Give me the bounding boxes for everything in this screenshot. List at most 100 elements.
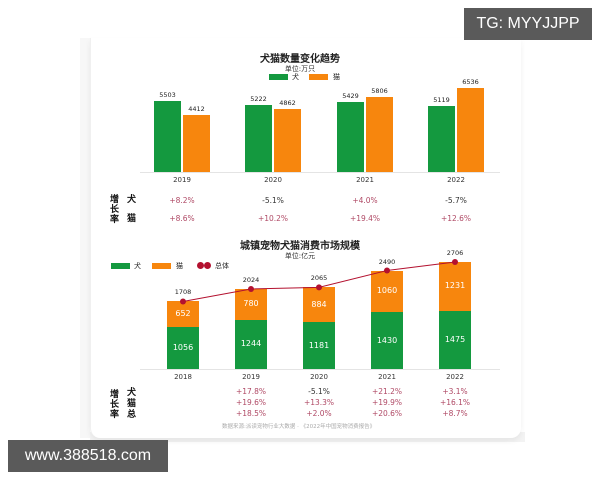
chart2-bar-dog (167, 327, 199, 369)
chart1-bar-dog (154, 101, 181, 172)
chart1-bar-cat (457, 87, 484, 172)
chart1-value-cat: 6536 (462, 77, 479, 86)
chart1-growth-row-cat-label: 猫 (127, 214, 137, 224)
chart1-legend-cat-swatch (309, 74, 328, 80)
chart1-growth-dog: +4.0% (352, 196, 378, 205)
chart2-baseline (140, 369, 500, 370)
chart2-total-point (384, 267, 390, 274)
chart1-growth-dog: -5.1% (262, 196, 284, 205)
chart2-bar-cat (167, 301, 199, 328)
chart1-year-label: 2022 (447, 176, 465, 184)
chart2-growth-total: +2.0% (306, 409, 332, 418)
chart2-value-cat: 1060 (376, 286, 398, 296)
chart2-year-label: 2018 (174, 373, 192, 381)
chart1-growth-cat: +12.6% (440, 214, 472, 223)
chart2-bar-cat (439, 262, 471, 311)
card-shadow-left (80, 38, 90, 438)
chart2-year-label: 2022 (446, 373, 464, 381)
chart2-value-dog: 1056 (172, 343, 194, 353)
chart2-value-total: 2065 (310, 274, 328, 283)
chart2-value-total: 1708 (174, 288, 192, 297)
chart2-value-cat: 652 (175, 309, 191, 319)
chart2-growth-row-cat-label: 猫 (127, 399, 137, 409)
chart2-value-dog: 1430 (376, 335, 398, 345)
chart1-year-label: 2021 (356, 176, 374, 184)
chart2-legend-dog-swatch (111, 263, 130, 269)
chart2-growth-row-dog-label: 犬 (127, 388, 137, 398)
chart2-value-dog: 1475 (444, 334, 466, 344)
chart2-growth-dog: +17.8% (235, 387, 267, 396)
chart2-legend-total-icon (197, 262, 211, 270)
chart1-bar-dog (245, 104, 272, 172)
chart2-value-cat: 780 (243, 299, 259, 309)
chart2-growth-total: +8.7% (442, 409, 468, 418)
chart2-total-point (248, 285, 254, 292)
chart1-year-label: 2019 (173, 176, 191, 184)
chart2-year-label: 2021 (378, 373, 396, 381)
chart1-legend-cat-label: 猫 (333, 73, 340, 81)
chart2-bar-dog (303, 322, 335, 369)
chart1-growth-cat: +10.2% (257, 214, 289, 223)
chart1-growth-dog: +8.2% (169, 196, 195, 205)
chart2-unit: 单位:亿元 (284, 252, 316, 260)
chart2-value-total: 2024 (242, 275, 260, 284)
chart1-title: 犬猫数量变化趋势 (260, 54, 340, 65)
chart2-value-dog: 1244 (240, 339, 262, 349)
chart1-growth-dog: -5.7% (445, 196, 467, 205)
chart2-growth-dog: -5.1% (308, 387, 330, 396)
chart1-bar-dog (337, 101, 364, 172)
chart2-total-point (316, 284, 322, 291)
chart2-year-label: 2020 (310, 373, 328, 381)
chart1-year-label: 2020 (264, 176, 282, 184)
chart1-bar-dog (428, 105, 455, 172)
chart1-growth-label: 增 长 率 (110, 195, 120, 225)
chart2-bar-cat (371, 270, 403, 313)
chart2-bar-dog (235, 319, 267, 369)
chart2-growth-cat: +19.6% (235, 398, 267, 407)
chart2-bar-dog (439, 310, 471, 369)
chart1-value-dog: 5503 (159, 91, 176, 99)
watermark-top-right: TG: MYYJJPP (464, 8, 592, 40)
chart2-bar-dog (371, 312, 403, 369)
chart2-value-dog: 1181 (308, 340, 330, 350)
chart2-value-cat: 1231 (444, 281, 466, 291)
chart2-value-cat: 884 (311, 299, 327, 309)
chart2-legend-cat-swatch (152, 263, 171, 269)
chart1-value-cat: 5806 (371, 87, 388, 96)
chart2-title: 城镇宠物犬猫消费市场规模 (240, 241, 360, 252)
chart2-total-point (452, 259, 458, 265)
chart1-baseline (140, 172, 500, 173)
chart2-value-total: 2490 (378, 257, 396, 266)
chart2-growth-cat: +19.9% (371, 398, 403, 407)
chart2-total-point (180, 298, 186, 305)
chart1-unit: 单位:万只 (284, 65, 316, 73)
chart1-growth-cat: +8.6% (169, 214, 195, 223)
chart2-bar-cat (235, 288, 267, 320)
footnote-source: 数据来源:派读宠物行业大数据 · 《2022年中国宠物消费报告》 (222, 424, 376, 430)
chart2-growth-total: +18.5% (235, 409, 267, 418)
chart2-growth-label: 增 长 率 (110, 390, 120, 420)
chart1-legend-dog-swatch (269, 74, 288, 80)
chart2-legend-dog-label: 犬 (134, 262, 141, 270)
chart1-value-cat: 4862 (279, 99, 296, 108)
chart1-value-dog: 5222 (250, 94, 267, 103)
chart2-bar-cat (303, 287, 335, 323)
chart1-legend-dog-label: 犬 (292, 73, 299, 81)
chart1-bar-cat (183, 115, 210, 172)
chart1-value-dog: 5429 (342, 91, 359, 100)
chart2-growth-dog: +21.2% (371, 387, 403, 396)
chart1-bar-cat (366, 97, 393, 172)
chart2-year-label: 2019 (242, 373, 260, 381)
chart1-value-cat: 4412 (188, 105, 205, 114)
chart2-growth-cat: +16.1% (439, 398, 471, 407)
chart2-growth-cat: +13.3% (303, 398, 335, 407)
chart2-value-total: 2706 (446, 249, 464, 257)
chart1-bar-cat (274, 109, 301, 172)
chart1-growth-row-dog-label: 犬 (127, 195, 137, 205)
chart2-growth-dog: +3.1% (442, 387, 468, 396)
chart2-growth-total: +20.6% (371, 409, 403, 418)
watermark-bottom-left: www.388518.com (8, 440, 168, 472)
chart2-growth-row-total-label: 总 (127, 410, 137, 420)
chart1-value-dog: 5119 (433, 95, 450, 104)
